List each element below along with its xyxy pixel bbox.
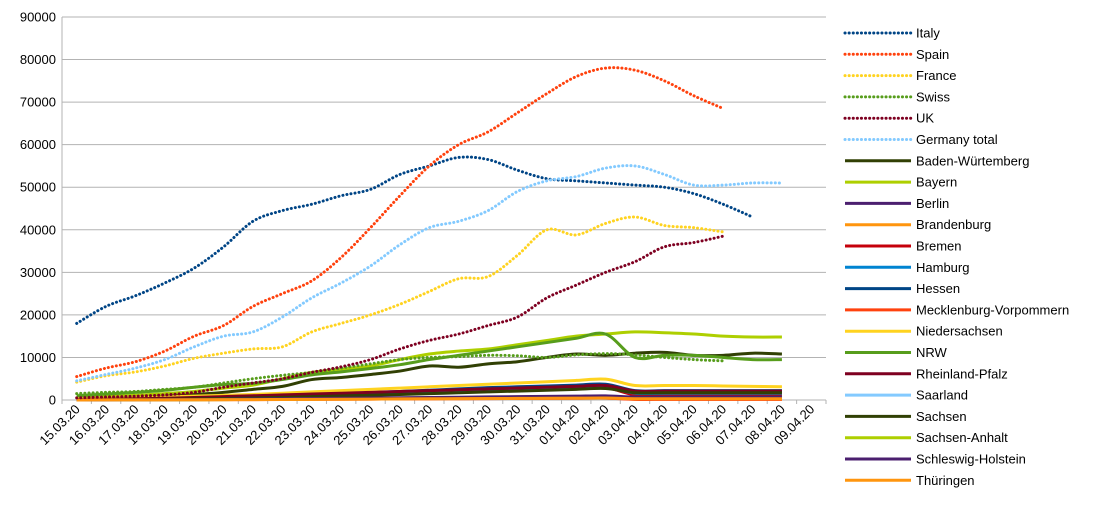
legend-item-sachsen: Sachsen xyxy=(845,409,967,424)
legend-item-rheinland-pfalz: Rheinland-Pfalz xyxy=(845,366,1008,381)
gridlines xyxy=(62,16,826,401)
legend-label: Saarland xyxy=(916,388,968,403)
legend-item-saarland: Saarland xyxy=(845,388,968,403)
legend-label: Spain xyxy=(916,47,949,62)
series-line-germany-total xyxy=(75,164,784,383)
series-line-swiss xyxy=(75,352,725,396)
legend-label: Niedersachsen xyxy=(916,324,1003,339)
legend-label: France xyxy=(916,68,956,83)
series-line-th-ringen xyxy=(76,396,782,402)
legend-label: Brandenburg xyxy=(916,217,991,232)
legend-item-germany-total: Germany total xyxy=(843,132,998,147)
legend-label: Thüringen xyxy=(916,473,975,488)
legend-item-brandenburg: Brandenburg xyxy=(845,217,991,232)
legend-label: Baden-Würtemberg xyxy=(916,153,1029,168)
legend-label: Germany total xyxy=(916,132,998,147)
legend-label: Italy xyxy=(916,26,940,41)
legend-item-sachsen-anhalt: Sachsen-Anhalt xyxy=(845,430,1008,445)
y-tick-label: 70000 xyxy=(20,95,56,110)
y-tick-label: 10000 xyxy=(20,350,56,365)
legend-label: Schleswig-Holstein xyxy=(916,452,1026,467)
legend-item-mecklenburg-vorpommern: Mecklenburg-Vorpommern xyxy=(845,302,1069,317)
y-tick-label: 40000 xyxy=(20,222,56,237)
legend-label: Berlin xyxy=(916,196,949,211)
legend-item-uk: UK xyxy=(843,111,934,126)
legend-label: UK xyxy=(916,111,934,126)
legend-item-schleswig-holstein: Schleswig-Holstein xyxy=(845,452,1026,467)
legend-item-berlin: Berlin xyxy=(845,196,949,211)
y-tick-label: 90000 xyxy=(20,10,56,25)
legend-item-italy: Italy xyxy=(843,26,940,41)
series-line-italy xyxy=(75,155,755,325)
y-tick-label: 60000 xyxy=(20,137,56,152)
legend-item-nrw: NRW xyxy=(845,345,948,360)
legend-label: Hessen xyxy=(916,281,960,296)
y-tick-label: 80000 xyxy=(20,52,56,67)
legend-item-bremen: Bremen xyxy=(845,239,962,254)
legend-item-bayern: Bayern xyxy=(845,175,957,190)
legend-item-baden-w-rtemberg: Baden-Würtemberg xyxy=(845,153,1029,168)
legend-label: Bayern xyxy=(916,175,957,190)
series-line-baden-w-rtemberg xyxy=(76,350,782,401)
y-tick-label: 20000 xyxy=(20,307,56,322)
legend-item-swiss: Swiss xyxy=(843,89,950,104)
legend-item-france: France xyxy=(843,68,956,83)
legend-item-spain: Spain xyxy=(843,47,949,62)
legend-label: Rheinland-Pfalz xyxy=(916,366,1008,381)
legend-label: Sachsen-Anhalt xyxy=(916,430,1008,445)
legend-label: Mecklenburg-Vorpommern xyxy=(916,302,1069,317)
legend-item-th-ringen: Thüringen xyxy=(845,473,975,488)
legend-label: Hamburg xyxy=(916,260,969,275)
legend-label: Sachsen xyxy=(916,409,967,424)
y-tick-label: 50000 xyxy=(20,180,56,195)
series-line-uk xyxy=(75,234,725,400)
legend-label: Bremen xyxy=(916,239,962,254)
legend-label: NRW xyxy=(916,345,948,360)
y-tick-label: 0 xyxy=(49,393,56,408)
legend-item-niedersachsen: Niedersachsen xyxy=(845,324,1003,339)
y-tick-label: 30000 xyxy=(20,265,56,280)
legend-item-hessen: Hessen xyxy=(845,281,960,296)
series-lines xyxy=(75,66,784,402)
series-line-spain xyxy=(75,66,725,379)
legend-label: Swiss xyxy=(916,89,950,104)
legend: Italy Spain France Swiss UK Germany total Bade… xyxy=(843,26,1069,488)
legend-item-hamburg: Hamburg xyxy=(845,260,969,275)
series-line-france xyxy=(75,215,725,384)
